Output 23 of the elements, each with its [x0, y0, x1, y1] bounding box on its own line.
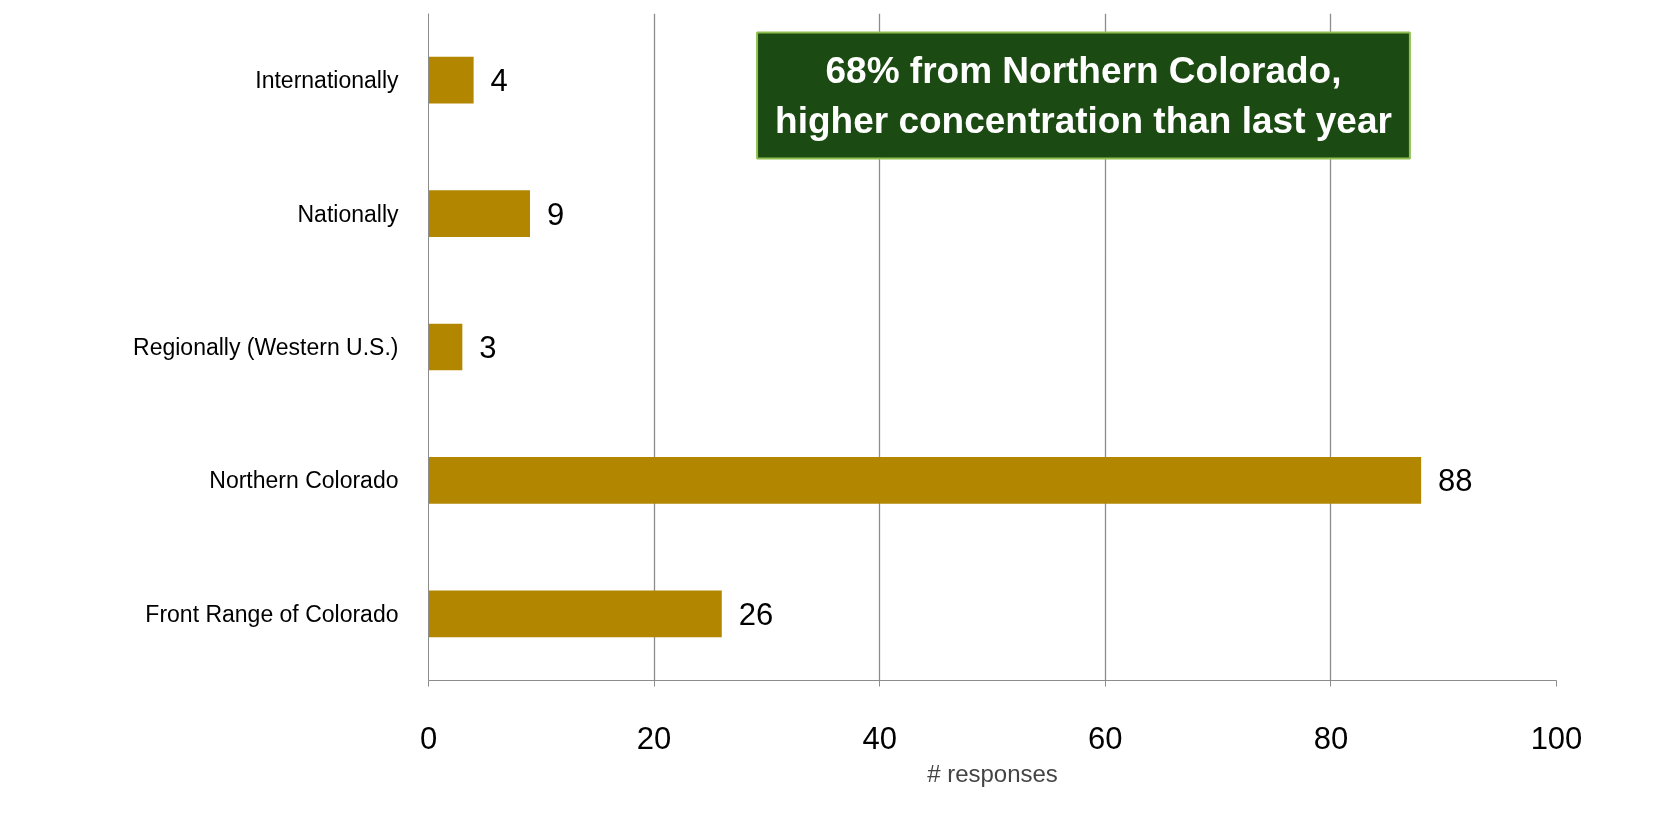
y-tick-label: Regionally (Western U.S.)	[133, 334, 399, 360]
bar	[428, 56, 474, 104]
annotation: 68% from Northern Colorado, higher concentration than last year	[775, 50, 1392, 141]
data-label: 4	[490, 63, 508, 99]
data-label: 26	[738, 596, 774, 632]
x-tick-label: 60	[1088, 720, 1123, 756]
x-axis-title: # responses	[927, 759, 1058, 787]
x-tick-label: 100	[1530, 720, 1583, 756]
bar	[428, 590, 722, 638]
x-tick-label: 0	[419, 720, 438, 756]
y-tick-label: Northern Colorado	[209, 467, 399, 494]
y-tick-label: Internationally	[255, 67, 399, 94]
x-tick-label: 80	[1313, 720, 1349, 756]
y-tick-label: Front Range of Colorado	[145, 600, 399, 627]
data-label: 3	[479, 330, 497, 365]
bar	[428, 190, 531, 237]
bar	[428, 323, 463, 371]
x-tick-label: 40	[862, 720, 897, 756]
y-tick-label: Nationally	[297, 200, 399, 227]
bar	[428, 457, 1422, 504]
data-label: 9	[546, 196, 565, 232]
data-label: 88	[1438, 463, 1473, 499]
x-tick-label: 20	[636, 720, 672, 756]
